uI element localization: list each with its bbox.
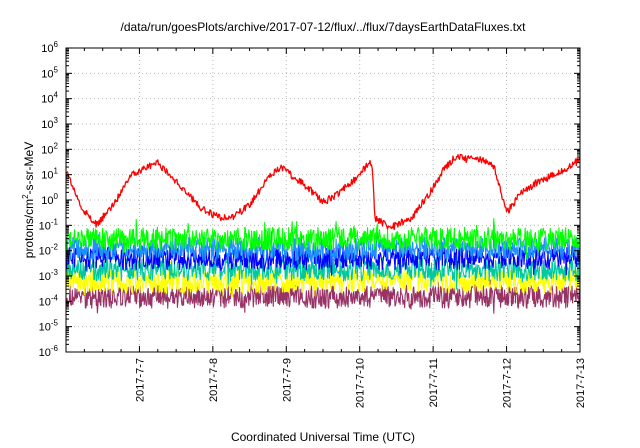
y-tick-label: 10-1: [39, 217, 59, 232]
y-tick-base: 10: [39, 220, 51, 232]
y-tick-label: 10-5: [39, 319, 59, 334]
y-tick-label: 102: [41, 141, 58, 156]
y-tick-labels: 10-610-510-410-310-210-11001011021031041…: [39, 40, 59, 359]
y-tick-base: 10: [41, 119, 53, 131]
x-tick-label: 2017-7-10: [355, 358, 367, 408]
y-tick-base: 10: [41, 144, 53, 156]
y-tick-exp: -5: [51, 319, 59, 328]
y-tick-label: 103: [41, 116, 58, 131]
x-axis-label: Coordinated Universal Time (UTC): [231, 430, 415, 444]
x-tick-label: 2017-7-13: [575, 358, 587, 408]
y-tick-base: 10: [39, 246, 51, 258]
axis-ticks: [66, 47, 581, 353]
y-tick-base: 10: [41, 195, 53, 207]
y-tick-exp: 2: [54, 141, 59, 150]
y-tick-base: 10: [41, 43, 53, 55]
chart-title: /data/run/goesPlots/archive/2017-07-12/f…: [121, 20, 527, 34]
y-tick-base: 10: [41, 94, 53, 106]
x-tick-labels: 2017-7-7 2017-7-8 2017-7-9 2017-7-10 2017-7-…: [134, 358, 587, 408]
y-tick-label: 10-3: [39, 268, 59, 283]
x-tick-label: 2017-7-12: [502, 358, 514, 408]
y-tick-base: 10: [41, 68, 53, 80]
y-tick-exp: -3: [51, 268, 59, 277]
y-tick-base: 10: [39, 296, 51, 308]
series-line: [65, 279, 581, 314]
y-tick-base: 10: [39, 347, 51, 359]
y-tick-label: 105: [41, 65, 58, 80]
y-tick-exp: 6: [54, 40, 59, 49]
y-tick-exp: 1: [54, 167, 59, 176]
y-tick-exp: 5: [54, 65, 59, 74]
y-axis-label: protons/cm2-s-sr-MeV: [21, 142, 36, 258]
y-tick-label: 10-4: [39, 293, 59, 308]
y-tick-exp: 0: [54, 192, 59, 201]
y-axis-label-rest: -s-sr-MeV: [22, 142, 36, 195]
x-tick-label: 2017-7-8: [208, 358, 220, 402]
y-tick-label: 10-2: [39, 243, 59, 258]
y-axis-label-sup: 2: [21, 194, 30, 199]
series-group: [65, 153, 581, 314]
series-line: [65, 218, 581, 260]
y-tick-label: 106: [41, 40, 58, 55]
x-tick-label: 2017-7-11: [428, 358, 440, 407]
y-tick-exp: -2: [51, 243, 59, 252]
y-tick-label: 104: [41, 91, 58, 106]
series-line: [65, 153, 581, 231]
y-tick-base: 10: [39, 271, 51, 283]
y-axis-label-base: protons/cm: [22, 199, 36, 258]
y-tick-base: 10: [39, 322, 51, 334]
y-tick-label: 101: [41, 167, 58, 182]
y-tick-exp: 3: [54, 116, 59, 125]
y-tick-exp: 4: [54, 91, 59, 100]
y-tick-label: 10-6: [39, 344, 59, 359]
y-tick-exp: -1: [51, 217, 59, 226]
x-tick-label: 2017-7-9: [281, 358, 293, 402]
y-tick-exp: -4: [51, 293, 59, 302]
y-tick-label: 100: [41, 192, 58, 207]
y-tick-base: 10: [41, 170, 53, 182]
y-tick-exp: -6: [51, 344, 59, 353]
x-tick-label: 2017-7-7: [134, 358, 146, 402]
